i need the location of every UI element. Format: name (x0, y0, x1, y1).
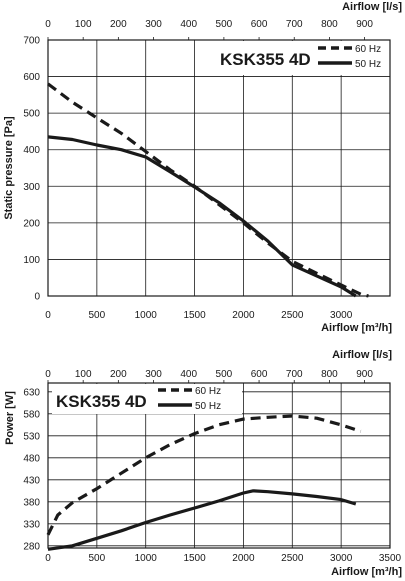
y-tick-label: 500 (23, 109, 40, 120)
x-tick-label: 0 (45, 553, 51, 564)
series-line-60hz (46, 414, 362, 536)
x-tick-label: 1000 (135, 310, 158, 321)
top-x-tick-label: 0 (45, 369, 51, 380)
top-x-tick-label: 200 (110, 19, 127, 30)
y-tick-label: 530 (23, 431, 40, 442)
pressure-x-tick-labels: 0 500 1000 1500 2000 2500 3000 (45, 310, 352, 321)
top-x-tick-label: 100 (75, 19, 92, 30)
pressure-y-axis-title: Static pressure [Pa] (3, 116, 15, 220)
y-tick-label: 400 (23, 145, 40, 156)
pressure-bottom-axis-title: Airflow [m³/h] (321, 322, 392, 334)
top-x-tick-label: 800 (321, 369, 338, 380)
y-tick-label: 700 (23, 36, 40, 47)
top-x-tick-label: 700 (286, 369, 303, 380)
top-x-tick-label: 600 (251, 369, 268, 380)
pressure-legend-box (212, 41, 389, 75)
top-x-tick-label: 800 (321, 19, 338, 30)
y-tick-label: 580 (23, 409, 40, 420)
x-tick-label: 2500 (281, 553, 304, 564)
power-legend-60hz-label: 60 Hz (195, 386, 221, 397)
y-tick-label: 630 (23, 387, 40, 398)
power-top-axis-title: Airflow [l/s] (332, 349, 392, 361)
x-tick-label: 3000 (330, 310, 353, 321)
x-tick-label: 500 (89, 310, 106, 321)
y-tick-label: 100 (23, 255, 40, 266)
x-tick-label: 3000 (330, 553, 353, 564)
legend-50hz-label: 50 Hz (355, 59, 381, 70)
top-x-tick-label: 700 (286, 19, 303, 30)
pressure-top-axis-title: Airflow [l/s] (342, 1, 402, 13)
x-tick-label: 1500 (183, 553, 206, 564)
x-tick-label: 0 (45, 310, 51, 321)
series-line-50hz (47, 489, 357, 551)
power-legend-box (52, 384, 242, 414)
series-line-50hz (47, 135, 357, 298)
top-x-tick-label: 500 (216, 19, 233, 30)
power-series (46, 414, 362, 551)
power-y-axis-title: Power [W] (4, 391, 16, 445)
power-chart: 0 500 1000 1500 2000 2500 3000 3500 0 100 200 300 4… (4, 349, 402, 578)
top-x-tick-label: 900 (356, 369, 373, 380)
x-tick-label: 1000 (135, 553, 158, 564)
power-legend-50hz-label: 50 Hz (195, 401, 221, 412)
y-tick-label: 300 (23, 182, 40, 193)
pressure-grid (48, 40, 390, 296)
top-x-tick-label: 200 (110, 369, 127, 380)
top-x-tick-label: 400 (180, 19, 197, 30)
power-model-label: KSK355 4D (56, 392, 147, 411)
x-tick-label: 2000 (232, 553, 255, 564)
y-tick-label: 600 (23, 72, 40, 83)
y-tick-label: 0 (34, 292, 40, 303)
top-x-tick-label: 300 (145, 19, 162, 30)
pressure-plot-frame (47, 39, 391, 297)
x-tick-label: 3500 (379, 553, 402, 564)
top-x-tick-label: 600 (251, 19, 268, 30)
power-top-x-tick-labels: 0 100 200 300 400 500 600 700 800 900 (45, 369, 373, 383)
pressure-series (47, 82, 369, 298)
x-tick-label: 2000 (232, 310, 255, 321)
power-x-tick-labels: 0 500 1000 1500 2000 2500 3000 3500 (45, 553, 401, 564)
top-x-tick-label: 300 (145, 369, 162, 380)
power-bottom-axis-title: Airflow [m³/h] (331, 566, 402, 578)
top-x-tick-label: 900 (356, 19, 373, 30)
y-tick-label: 380 (23, 497, 40, 508)
y-tick-label: 330 (23, 519, 40, 530)
power-y-tick-labels: 280 330 380 430 480 530 580 630 (23, 387, 40, 552)
top-x-tick-label: 0 (45, 19, 51, 30)
top-x-tick-label: 100 (75, 369, 92, 380)
legend-60hz-label: 60 Hz (355, 44, 381, 55)
series-line-60hz (47, 82, 369, 298)
y-tick-label: 200 (23, 218, 40, 229)
y-tick-label: 280 (23, 541, 40, 552)
y-tick-label: 430 (23, 475, 40, 486)
x-tick-label: 1500 (183, 310, 206, 321)
static-pressure-chart: 0 500 1000 1500 2000 2500 3000 0 100 200 300 400 50… (3, 1, 402, 334)
pressure-top-x-tick-labels: 0 100 200 300 400 500 600 700 800 900 (45, 19, 373, 40)
pressure-model-label: KSK355 4D (220, 50, 311, 69)
x-tick-label: 500 (89, 553, 106, 564)
top-x-tick-label: 400 (180, 369, 197, 380)
pressure-y-tick-labels: 0 100 200 300 400 500 600 700 (23, 36, 40, 303)
y-tick-label: 480 (23, 453, 40, 464)
power-plot-frame (47, 382, 391, 549)
top-x-tick-label: 500 (216, 369, 233, 380)
x-tick-label: 2500 (281, 310, 304, 321)
